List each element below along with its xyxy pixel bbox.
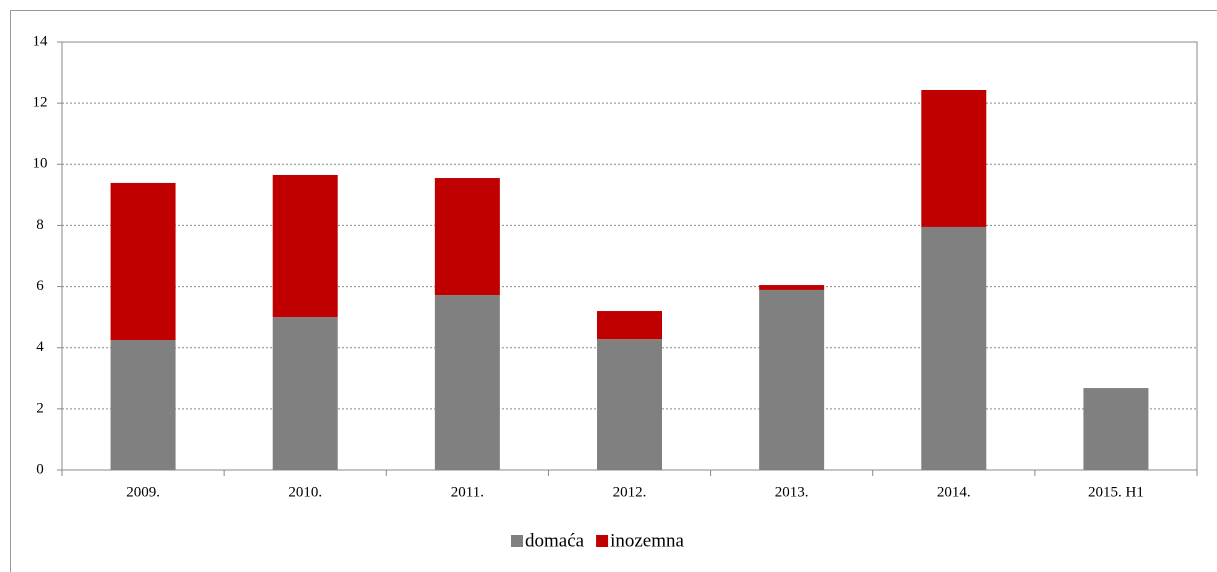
chart-border xyxy=(10,10,1217,572)
bar-segment xyxy=(921,89,987,227)
legend-label: inozemna xyxy=(610,530,684,551)
x-tick-label: 2015. H1 xyxy=(1088,484,1144,500)
x-tick-label: 2010. xyxy=(288,484,322,500)
bar-segment xyxy=(921,226,987,470)
x-tick-label: 2009. xyxy=(126,484,160,500)
bar-segment xyxy=(434,295,500,470)
legend-swatch xyxy=(511,535,523,547)
x-tick-label: 2011. xyxy=(451,484,484,500)
legend: domaća inozemna xyxy=(511,530,685,551)
bar-segment xyxy=(597,339,662,470)
legend-label: domaća xyxy=(525,530,585,551)
legend-swatch xyxy=(596,535,609,547)
y-tick-label: 2 xyxy=(36,400,44,416)
y-tick-label: 8 xyxy=(36,217,44,233)
y-tick-label: 12 xyxy=(33,95,48,111)
bar-segment xyxy=(1083,388,1149,470)
bar-segment xyxy=(434,178,500,296)
x-tick-label: 2014. xyxy=(937,484,971,500)
bar-segment xyxy=(110,182,176,341)
bar-segment xyxy=(759,285,825,290)
y-tick-label: 10 xyxy=(33,156,48,172)
bar-segment xyxy=(272,317,338,470)
bar-segment xyxy=(272,174,338,318)
y-tick-label: 6 xyxy=(36,278,44,294)
y-tick-label: 4 xyxy=(36,339,44,355)
bar-segment xyxy=(110,340,176,470)
y-tick-label: 0 xyxy=(36,461,44,477)
bar-segment xyxy=(759,289,825,470)
x-tick-label: 2012. xyxy=(613,484,647,500)
y-tick-label: 14 xyxy=(33,33,49,49)
x-tick-label: 2013. xyxy=(775,484,809,500)
bar-segment xyxy=(597,311,662,340)
